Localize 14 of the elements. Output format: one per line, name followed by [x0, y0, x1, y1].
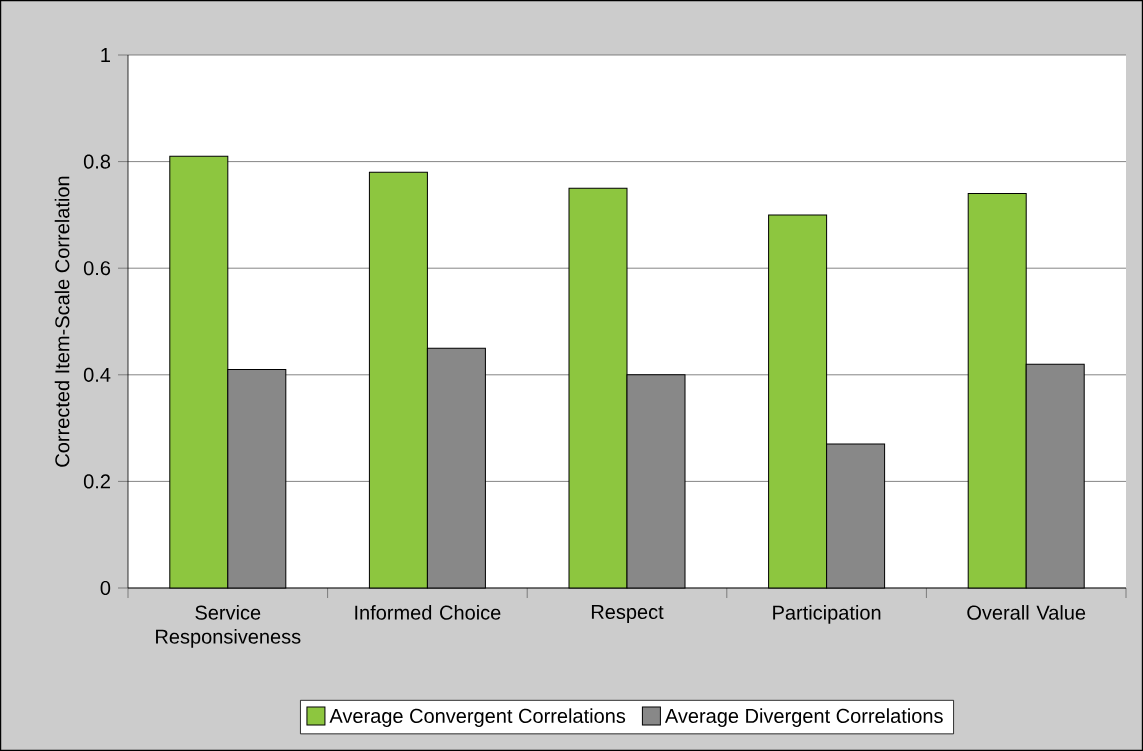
y-tick-label: 1: [101, 48, 110, 62]
y-tick-label: 0.2: [83, 474, 110, 489]
x-tick-label: Informed Choice: [355, 605, 501, 620]
x-tick-label: Participation: [773, 605, 881, 624]
y-tick-label: 0: [100, 580, 111, 596]
legend-label: Average Convergent Correlations: [329, 708, 626, 727]
y-axis-title: Corrected Item-Scale Correlation: [54, 176, 70, 467]
y-tick-label: 0.6: [83, 261, 111, 276]
x-tick-label: Service Responsiveness: [156, 605, 301, 648]
y-tick-label: 0.8: [83, 154, 111, 169]
x-tick-label: Overall Value: [967, 605, 1086, 620]
legend-label: Average Divergent Correlations: [664, 708, 943, 727]
x-tick-label: Respect: [591, 605, 664, 623]
y-tick-label: 0.4: [83, 367, 111, 382]
